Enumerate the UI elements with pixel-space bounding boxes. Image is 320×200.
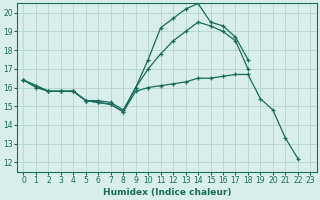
X-axis label: Humidex (Indice chaleur): Humidex (Indice chaleur): [103, 188, 231, 197]
